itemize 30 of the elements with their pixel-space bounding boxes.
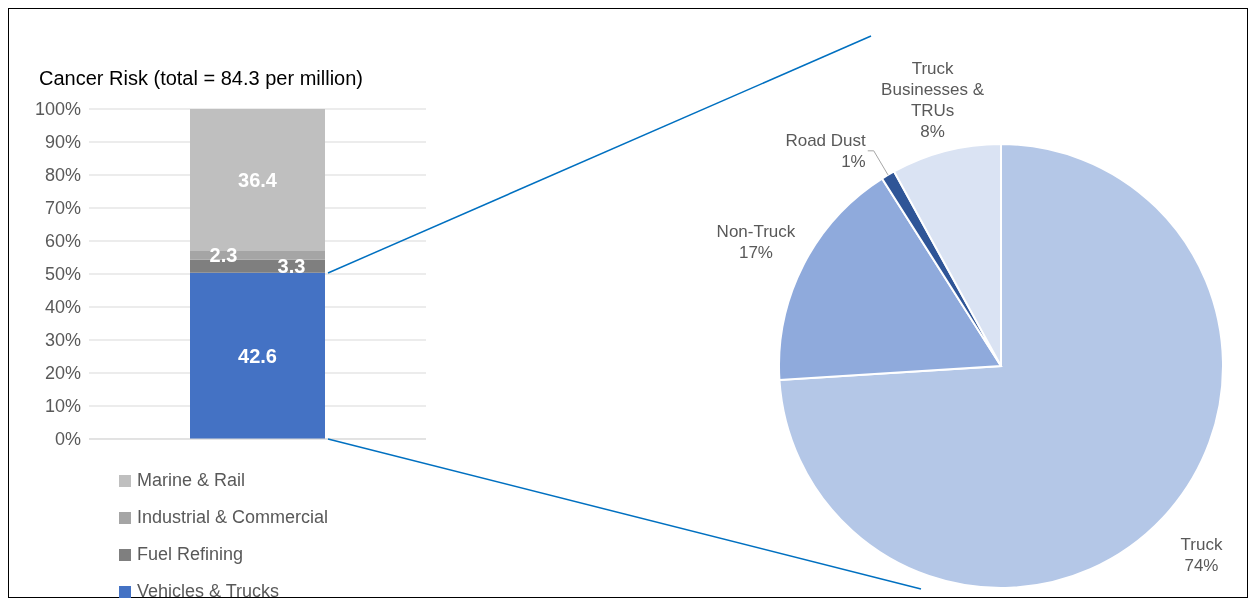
data-label: 8%	[920, 122, 945, 142]
annotation: 42.6	[238, 344, 277, 367]
y-tick-label: 100%	[34, 99, 81, 120]
legend-label: Vehicles & Trucks	[137, 581, 280, 602]
y-tick-label: 0%	[54, 429, 81, 450]
data-label: 1%	[841, 152, 866, 172]
bar	[190, 250, 325, 260]
y-tick-label: 20%	[44, 363, 81, 384]
slice-label: Truck	[1180, 534, 1223, 554]
annotation: 3.3	[277, 255, 306, 278]
legend-label: Industrial & Commercial	[137, 507, 329, 528]
y-tick-label: 80%	[44, 165, 81, 186]
slice-label: Non-Truck	[716, 221, 796, 241]
y-tick-label: 70%	[44, 198, 81, 219]
annotation: 36.4	[238, 168, 278, 191]
data-label: 17%	[738, 242, 773, 262]
slice-label: Road Dust	[785, 131, 867, 151]
annotation: 2.3	[209, 244, 238, 267]
data-label: 74%	[1184, 555, 1219, 575]
chart-title: Cancer Risk (total = 84.3 per million)	[39, 67, 364, 90]
y-tick-label: 30%	[44, 330, 81, 351]
y-tick-label: 50%	[44, 264, 81, 285]
legend-label: Marine & Rail	[137, 470, 246, 491]
y-tick-label: 10%	[44, 396, 81, 417]
y-tick-label: 60%	[44, 231, 81, 252]
slice-label: Truck Businesses & TRUs	[881, 59, 985, 121]
y-tick-label: 40%	[44, 297, 81, 318]
bar	[190, 272, 325, 439]
y-tick-label: 90%	[44, 132, 81, 153]
legend-label: Fuel Refining	[137, 544, 244, 565]
